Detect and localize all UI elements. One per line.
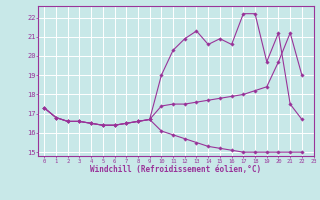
X-axis label: Windchill (Refroidissement éolien,°C): Windchill (Refroidissement éolien,°C) xyxy=(91,165,261,174)
